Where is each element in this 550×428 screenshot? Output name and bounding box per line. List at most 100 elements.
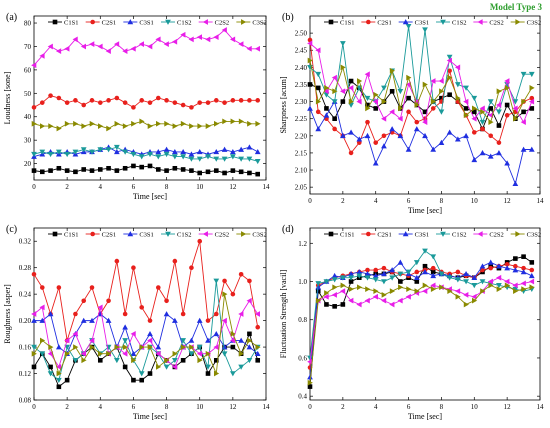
data-point — [205, 364, 211, 370]
legend-marker — [90, 231, 95, 237]
data-point — [324, 290, 330, 296]
data-point — [31, 105, 37, 110]
x-tick-label: 12 — [504, 403, 512, 411]
data-point — [39, 52, 45, 59]
data-point — [189, 344, 195, 350]
data-point — [48, 364, 53, 370]
y-tick-label: 0.20 — [19, 317, 32, 325]
data-point — [307, 379, 313, 386]
data-point — [364, 275, 371, 281]
data-point — [122, 100, 128, 105]
data-point — [197, 170, 203, 176]
x-axis-label: Time [sec] — [133, 412, 167, 421]
data-point — [130, 45, 136, 52]
data-point — [529, 267, 535, 273]
data-point — [430, 272, 437, 279]
series-line — [33, 332, 259, 388]
data-point — [339, 132, 346, 139]
data-point — [454, 64, 461, 71]
data-point — [372, 98, 379, 105]
legend-marker — [52, 231, 58, 237]
data-point — [348, 297, 354, 304]
series-line — [309, 60, 533, 124]
data-point — [504, 282, 511, 289]
data-point — [529, 260, 535, 265]
data-point — [504, 278, 510, 285]
data-point — [422, 132, 428, 139]
legend-marker — [515, 231, 521, 237]
data-point — [229, 154, 236, 160]
data-point — [422, 109, 428, 115]
data-point — [155, 149, 162, 155]
series-c3s2 — [31, 291, 261, 377]
data-point — [496, 109, 502, 115]
data-point — [430, 98, 437, 105]
data-point — [307, 384, 313, 389]
data-point — [172, 350, 178, 357]
legend-marker — [241, 231, 247, 237]
x-tick-label: 12 — [229, 403, 237, 411]
data-point — [496, 150, 502, 156]
data-point — [164, 357, 170, 364]
panel-label: (a) — [6, 12, 17, 23]
data-point — [365, 286, 371, 293]
data-point — [356, 284, 363, 291]
data-point — [56, 125, 62, 132]
data-point — [180, 154, 187, 160]
series-c3s2 — [307, 282, 535, 386]
data-point — [439, 284, 445, 291]
series-c1s2 — [31, 278, 261, 384]
data-point — [372, 293, 379, 300]
data-point — [213, 34, 219, 40]
data-point — [413, 126, 420, 132]
data-point — [356, 269, 363, 275]
data-point — [205, 36, 211, 43]
data-point — [205, 371, 211, 376]
legend-label: C2S2 — [489, 19, 503, 26]
data-point — [80, 350, 87, 357]
data-point — [339, 275, 346, 281]
x-axis-label: Time [sec] — [133, 192, 167, 201]
data-point — [356, 301, 362, 308]
panel-label: (c) — [6, 224, 17, 235]
legend-label: C3S2 — [527, 19, 541, 26]
data-point — [81, 102, 87, 108]
x-tick-label: 2 — [341, 403, 345, 411]
data-point — [196, 156, 203, 162]
y-tick-label: 2.40 — [295, 64, 308, 72]
data-point — [221, 146, 228, 152]
series-c2s2 — [31, 27, 261, 69]
data-point — [487, 259, 494, 265]
data-point — [471, 105, 478, 112]
data-point — [446, 57, 452, 64]
data-point — [238, 156, 245, 162]
data-point — [438, 78, 444, 84]
data-point — [364, 71, 370, 78]
y-tick-label: 2.10 — [295, 167, 308, 175]
data-point — [230, 344, 236, 350]
data-point — [147, 100, 153, 105]
y-tick-label: 1.0 — [298, 278, 307, 286]
data-point — [372, 277, 379, 283]
data-point — [496, 283, 502, 289]
data-point — [471, 109, 477, 115]
data-point — [222, 291, 228, 298]
data-point — [504, 265, 511, 271]
data-point — [430, 146, 437, 152]
data-point — [356, 136, 363, 142]
data-point — [213, 278, 220, 284]
data-point — [521, 254, 526, 259]
data-point — [163, 41, 169, 47]
legend-label: C2S1 — [377, 19, 391, 26]
data-point — [238, 337, 245, 343]
data-point — [246, 144, 253, 150]
data-point — [139, 118, 145, 125]
data-point — [365, 105, 371, 112]
data-point — [171, 358, 178, 364]
data-point — [31, 168, 37, 173]
data-point — [422, 263, 428, 269]
x-tick-label: 14 — [263, 403, 271, 411]
data-point — [373, 91, 379, 98]
series-c2s1 — [31, 93, 261, 110]
data-point — [180, 167, 186, 172]
